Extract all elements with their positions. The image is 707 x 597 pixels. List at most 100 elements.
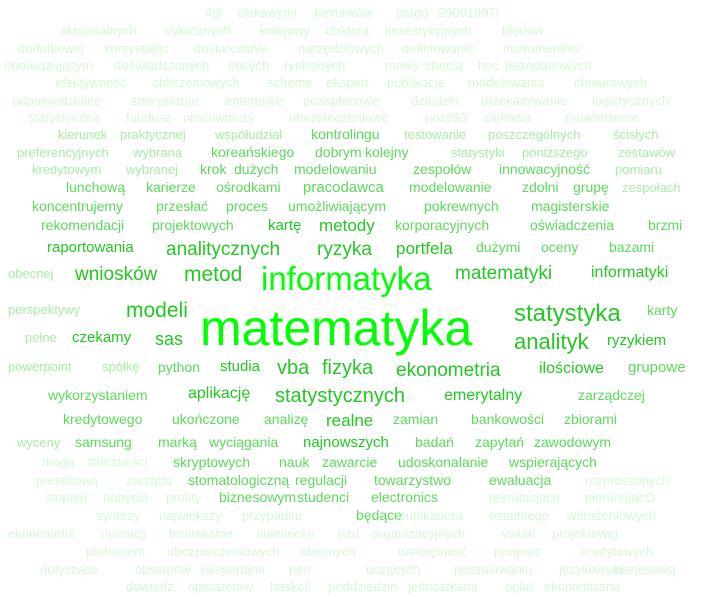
cloud-word: metody (319, 216, 375, 235)
cloud-word: krok (200, 161, 227, 177)
cloud-word: modelowania (468, 75, 545, 90)
cloud-word: lunchową (66, 179, 126, 195)
cloud-word: odpowiedzialne (12, 93, 102, 108)
cloud-word: zależności (87, 454, 148, 469)
cloud-word: visual (502, 526, 536, 541)
cloud-word: enterprise (225, 93, 283, 108)
cloud-word: aplikację (188, 385, 251, 402)
cloud-word: koreańskiego (211, 144, 295, 160)
cloud-word: pracowniczy (183, 110, 255, 125)
cloud-word: biznesową (614, 562, 676, 577)
cloud-word: haskell (270, 579, 311, 594)
cloud-word: specjalizuje (131, 93, 199, 108)
cloud-word: ekonometria (396, 360, 501, 381)
cloud-word: badań (415, 434, 454, 450)
cloud-word: studenci (297, 489, 350, 505)
cloud-word: zdolni (522, 179, 559, 195)
cloud-word: grupowe (628, 359, 686, 376)
cloud-word: obszarów (135, 562, 191, 577)
cloud-word: bazodanowych (505, 58, 592, 73)
cloud-word: ubezpieczeniowe (289, 110, 389, 125)
cloud-word: dotyczące (40, 562, 99, 577)
cloud-word: językowym (559, 562, 623, 577)
cloud-word: ukończone (172, 411, 240, 427)
cloud-word: mogą (42, 454, 75, 469)
cloud-word: pzuplkariera (392, 508, 463, 523)
cloud-word: oświadczenia (530, 217, 615, 233)
cloud-word: bazami (609, 239, 655, 255)
cloud-word: vba (277, 357, 310, 379)
cloud-word: uczących (366, 562, 421, 577)
cloud-word: profity (166, 490, 202, 505)
cloud-word: nauk (279, 454, 310, 470)
cloud-word: logistycznych (592, 93, 670, 108)
cloud-word: statystycznych (275, 385, 406, 407)
cloud-word: fizyka (322, 357, 374, 379)
cloud-word: wdrożeniowych (567, 508, 656, 523)
cloud-word: operatorów (188, 579, 254, 594)
cloud-word: pokrewnych (424, 198, 499, 214)
cloud-word: biznesowym (219, 489, 297, 505)
cloud-word: wspierających (509, 454, 597, 470)
cloud-word: przekazywanie (481, 93, 567, 108)
cloud-word: zawarcie (322, 454, 378, 470)
cloud-word: fundusz (126, 110, 172, 125)
cloud-word: pzu (338, 526, 359, 541)
cloud-word: towarzystwo (374, 472, 452, 488)
cloud-word: realne (326, 411, 374, 430)
cloud-word: ryzyka (317, 239, 372, 260)
cloud-word: perl (289, 562, 311, 577)
cloud-word: regulacji (295, 472, 348, 488)
cloud-word: dostarczanie (194, 41, 268, 56)
cloud-word: projektowych (152, 217, 234, 233)
cloud-word: doświadczonych (114, 58, 210, 73)
cloud-word: poz883 (425, 110, 468, 125)
cloud-word: najnowszych (303, 434, 389, 451)
cloud-word: kredytowym (32, 162, 102, 177)
cloud-word: ścisłych (613, 127, 659, 142)
cloud-word: największy (159, 508, 222, 523)
cloud-word: ryzykiem (607, 332, 667, 349)
cloud-word: inwestycyjnych (385, 23, 472, 38)
cloud-word: kolejowy (260, 23, 310, 38)
cloud-word: zawodowym (534, 434, 612, 450)
cloud-word: marką (158, 434, 197, 450)
cloud-word: perspektywy (8, 302, 81, 317)
cloud-word: mowy (385, 58, 419, 73)
cloud-word: powerpoint (8, 359, 72, 374)
cloud-word: matematyka (200, 300, 473, 356)
cloud-word: kierunek (58, 127, 108, 142)
cloud-word: modelowanie (409, 179, 492, 195)
cloud-word: ekspert (326, 75, 369, 90)
cloud-word: pracodawca (303, 179, 384, 196)
cloud-word: dziedzin (411, 93, 459, 108)
cloud-word: karierze (146, 179, 196, 195)
cloud-word: python (158, 359, 201, 375)
cloud-word: modeli (126, 299, 188, 322)
cloud-word: koncentrujemy (32, 198, 124, 214)
cloud-word: dużymi (476, 239, 521, 255)
cloud-word: ilościowe (539, 360, 604, 377)
cloud-word: bankowości (471, 411, 545, 427)
cloud-word: karty (647, 302, 678, 318)
cloud-word: statystyka (514, 300, 621, 327)
cloud-word: poszczególnych (488, 127, 581, 142)
cloud-word: cargo (396, 5, 429, 20)
cloud-word: zarządczej (578, 387, 645, 403)
cloud-word: informatyka (261, 260, 432, 297)
cloud-word: praktycznej (120, 127, 186, 142)
cloud-word: obowiązującym (4, 58, 93, 73)
cloud-word: operacji (101, 526, 147, 541)
cloud-word: zapytań (475, 434, 525, 450)
cloud-word: trenowanie (169, 526, 233, 541)
cloud-word: innowacyjność (499, 161, 591, 177)
cloud-word: projektowej (552, 526, 618, 541)
cloud-word: ośrodkami (216, 179, 281, 195)
cloud-word: pomiaru (615, 162, 662, 177)
cloud-word: ekonometrii (8, 526, 76, 541)
cloud-word: oceny (541, 239, 579, 255)
cloud-word: statystyki (451, 145, 505, 160)
cloud-word: spółkę (102, 359, 140, 374)
cloud-word: informatyki (591, 264, 669, 281)
